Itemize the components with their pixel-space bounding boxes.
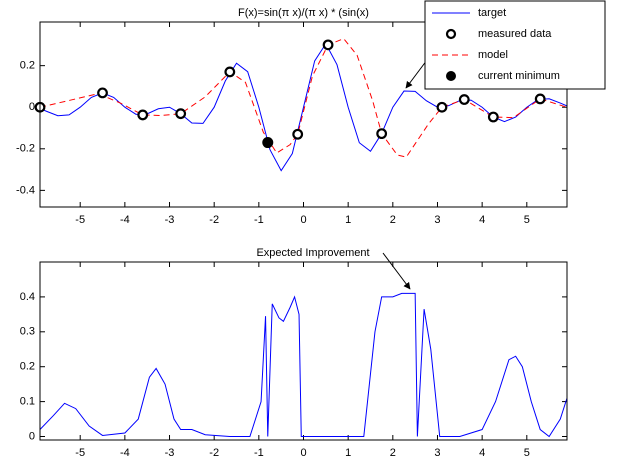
legend-label: model — [478, 49, 508, 61]
y-tick-label: 0.2 — [20, 60, 35, 72]
legend-label: target — [478, 7, 506, 19]
data-point — [458, 94, 470, 105]
data-point — [322, 39, 334, 51]
axes-background — [40, 262, 567, 440]
data-point — [534, 93, 546, 105]
data-point — [376, 128, 388, 140]
x-tick-label: -4 — [120, 214, 130, 226]
x-tick-label: -3 — [165, 214, 175, 226]
annotation-arrow — [405, 59, 428, 89]
x-tick-label: -4 — [120, 447, 130, 459]
x-tick-label: -5 — [75, 214, 85, 226]
data-point — [224, 66, 236, 78]
legend-swatch — [446, 71, 456, 81]
y-tick-label: 0.4 — [20, 291, 35, 303]
y-tick-label: 0.3 — [20, 326, 35, 338]
data-point — [137, 109, 149, 121]
x-tick-label: 5 — [524, 447, 530, 459]
x-tick-label: 2 — [390, 447, 396, 459]
data-point — [292, 128, 304, 140]
series-line — [40, 38, 567, 158]
x-tick-label: 1 — [345, 214, 351, 226]
chart-title: F(x)=sin(π x)/(π x) * (sin(x) — [238, 7, 369, 19]
x-tick-label: 0 — [300, 447, 306, 459]
x-tick-label: 0 — [300, 214, 306, 226]
y-tick-label: 0 — [29, 430, 35, 442]
plot-area — [40, 38, 567, 172]
annotation-arrow — [382, 252, 411, 290]
data-point — [262, 137, 274, 149]
legend-label: measured data — [478, 28, 552, 40]
axes-frame — [39, 261, 568, 441]
data-point — [436, 101, 448, 113]
legend-label: current minimum — [478, 70, 560, 82]
x-tick-label: 2 — [390, 214, 396, 226]
x-tick-label: -3 — [165, 447, 175, 459]
data-point — [175, 108, 187, 120]
x-tick-label: 3 — [434, 214, 440, 226]
y-tick-label: -0.4 — [16, 184, 35, 196]
x-tick-label: 3 — [434, 447, 440, 459]
data-point — [487, 111, 499, 123]
x-tick-label: -1 — [254, 214, 264, 226]
axes-frame — [39, 21, 568, 208]
x-tick-label: 4 — [479, 447, 485, 459]
x-tick-label: -2 — [209, 214, 219, 226]
x-tick-label: 4 — [479, 214, 485, 226]
y-tick-label: -0.2 — [16, 143, 35, 155]
data-point — [97, 87, 108, 99]
legend-swatch — [445, 28, 457, 40]
x-tick-label: 1 — [345, 447, 351, 459]
y-tick-label: 0.1 — [20, 396, 35, 408]
x-tick-label: -2 — [209, 447, 219, 459]
y-tick-label: 0.2 — [20, 361, 35, 373]
series-line — [40, 42, 567, 172]
series-line — [40, 292, 567, 438]
annotation: Expected Improvement — [256, 247, 369, 259]
x-tick-label: -1 — [254, 447, 264, 459]
y-tick-label: 0 — [29, 101, 35, 113]
x-tick-label: 5 — [524, 214, 530, 226]
x-tick-label: -5 — [75, 447, 85, 459]
plot-area — [40, 292, 567, 438]
